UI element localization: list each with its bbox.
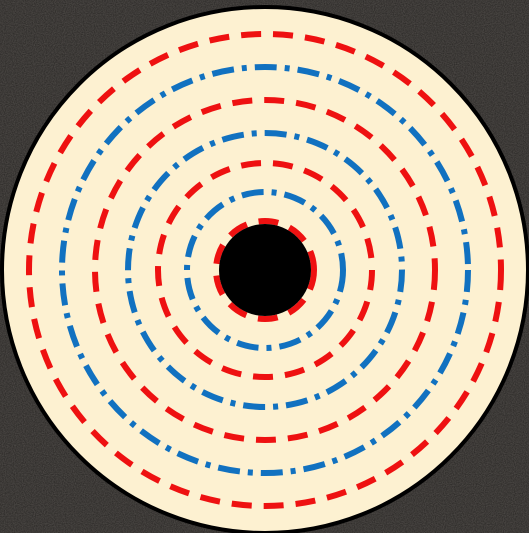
- ring-6-dash-dot: [184, 189, 346, 351]
- ring-group: [26, 31, 504, 509]
- ring-4-dash-dot: [125, 130, 405, 410]
- ring-3-dashed: [92, 97, 438, 443]
- center-hole: [219, 224, 311, 316]
- ring-5-dashed: [155, 160, 375, 380]
- ring-1-dashed: [26, 31, 504, 509]
- ring-2-dash-dot: [59, 64, 471, 476]
- ring-7-dashed: [213, 218, 317, 322]
